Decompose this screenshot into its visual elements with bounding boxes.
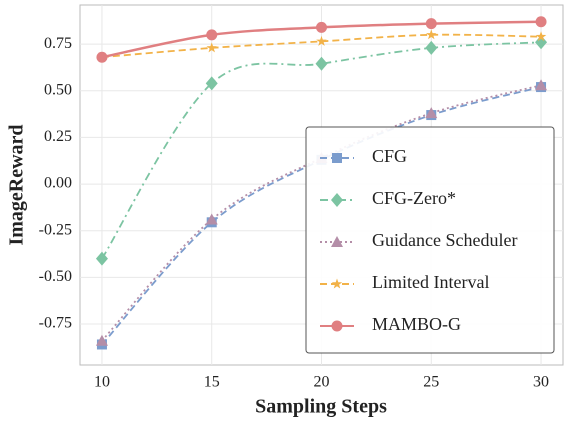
marker bbox=[95, 251, 108, 266]
legend-label: CFG-Zero* bbox=[372, 188, 456, 208]
marker bbox=[426, 29, 437, 40]
x-tick-label: 15 bbox=[204, 374, 220, 391]
y-tick-label: 0.25 bbox=[44, 128, 72, 145]
x-tick-label: 20 bbox=[314, 374, 330, 391]
marker bbox=[535, 31, 547, 42]
y-axis-label: ImageReward bbox=[6, 124, 28, 245]
legend-label: Guidance Scheduler bbox=[372, 230, 517, 250]
marker bbox=[535, 35, 548, 50]
y-tick-label: 0.50 bbox=[44, 81, 72, 98]
marker bbox=[205, 76, 218, 91]
marker bbox=[331, 320, 343, 332]
x-tick-label: 10 bbox=[94, 374, 110, 391]
marker bbox=[96, 51, 108, 63]
marker bbox=[331, 278, 343, 289]
marker bbox=[332, 153, 342, 163]
marker bbox=[316, 35, 327, 46]
marker bbox=[206, 29, 218, 41]
marker bbox=[331, 236, 343, 247]
legend-box bbox=[305, 126, 555, 354]
line bbox=[101, 41, 542, 260]
marker bbox=[206, 42, 217, 53]
y-tick-label: -0.25 bbox=[39, 221, 72, 238]
marker bbox=[316, 21, 327, 33]
legend-label: Limited Interval bbox=[372, 272, 489, 292]
line bbox=[101, 84, 542, 342]
x-axis-label: Sampling Steps bbox=[255, 396, 387, 418]
legend-label: CFG bbox=[372, 146, 407, 166]
marker bbox=[425, 107, 438, 119]
legend-label: MAMBO-G bbox=[372, 314, 461, 334]
marker bbox=[95, 334, 108, 346]
x-tick-label: 25 bbox=[423, 374, 439, 391]
marker bbox=[425, 18, 437, 30]
y-tick-label: -0.50 bbox=[39, 268, 72, 285]
marker bbox=[331, 193, 343, 207]
y-tick-label: 0.00 bbox=[44, 175, 72, 192]
marker bbox=[315, 56, 328, 71]
y-tick-label: 0.75 bbox=[44, 35, 72, 52]
marker bbox=[205, 213, 218, 225]
marker bbox=[535, 16, 547, 28]
marker bbox=[535, 79, 548, 91]
legend: CFG CFG-Zero* Guidance Scheduler Limited In… bbox=[305, 126, 555, 354]
y-tick-label: -0.75 bbox=[39, 315, 72, 332]
marker bbox=[425, 40, 438, 55]
x-tick-label: 30 bbox=[533, 374, 549, 391]
